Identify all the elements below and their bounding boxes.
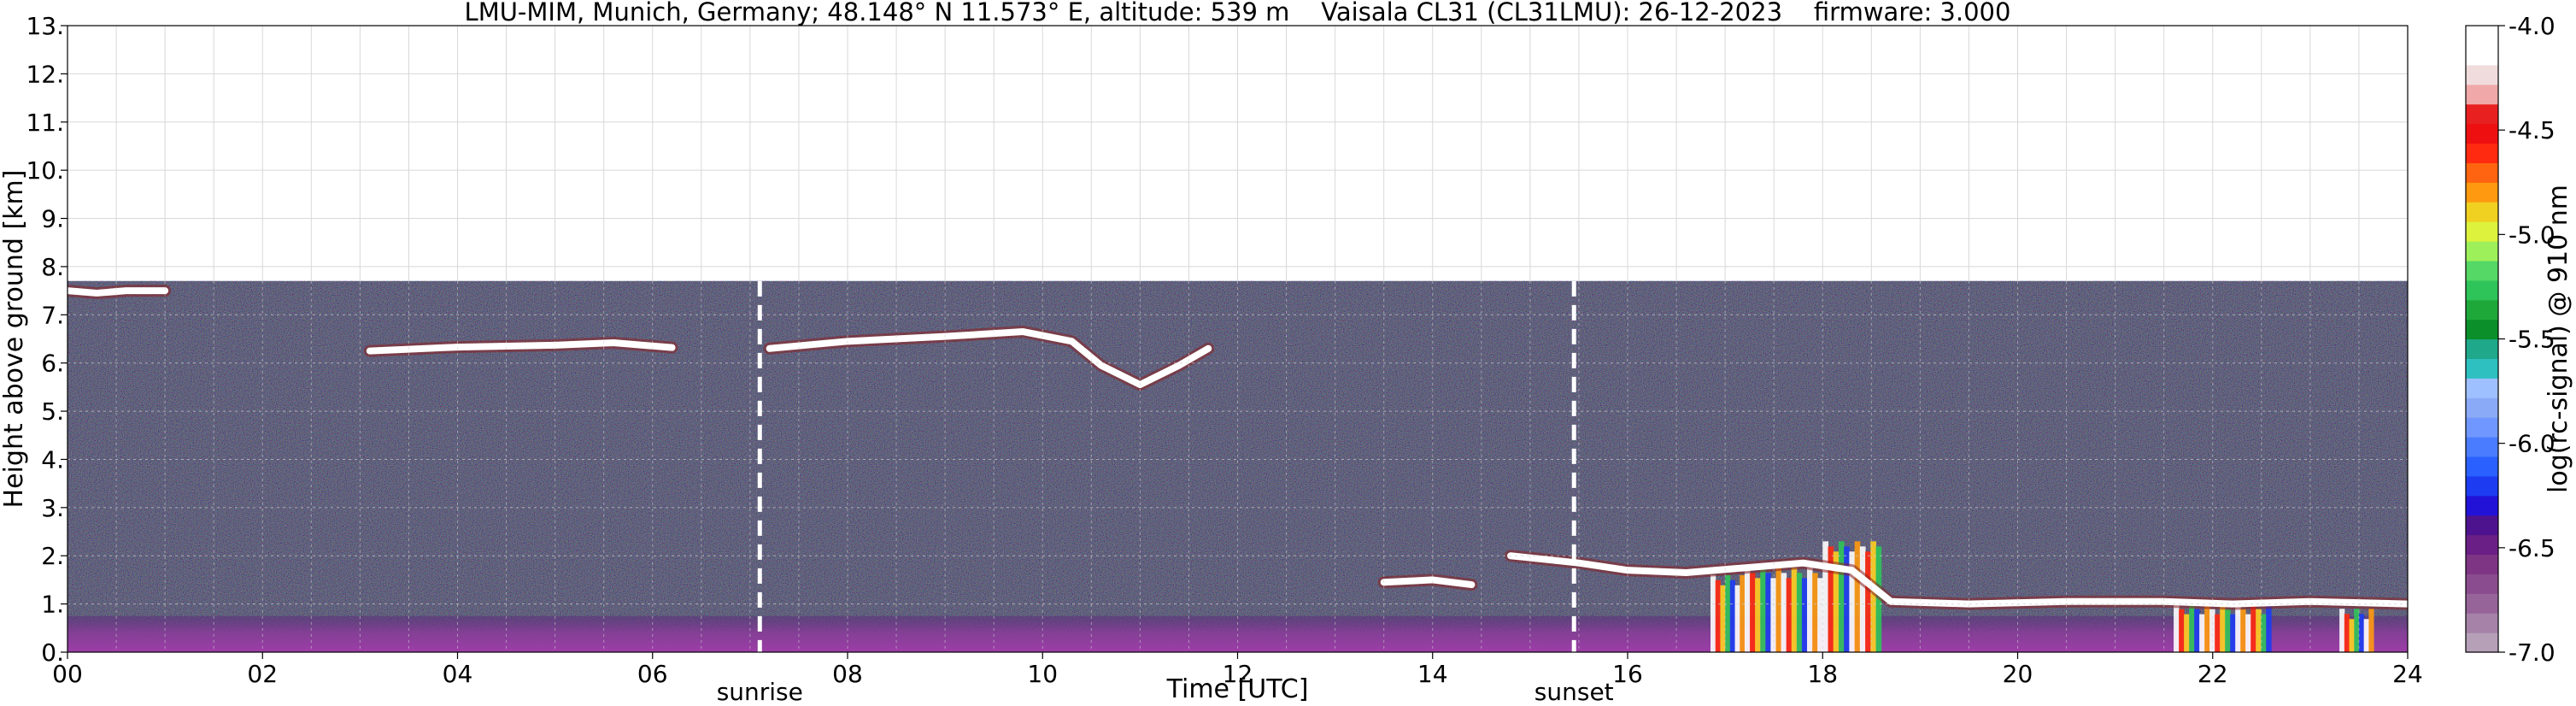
colorbar-segment: [2466, 44, 2498, 66]
colorbar-segment: [2466, 534, 2498, 556]
colorbar-label: log(rc-signal) @ 910 nm: [2544, 185, 2573, 493]
colorbar-segment: [2466, 103, 2498, 125]
x-tick-label: 12: [1223, 660, 1253, 688]
y-tick-label: 1.: [41, 591, 64, 619]
cloud-layer: [1380, 576, 1476, 589]
y-tick-label: 4.: [41, 445, 64, 474]
y-tick-label: 0.: [41, 638, 64, 667]
precip-column: [1822, 541, 1882, 652]
y-axis-label: Height above ground [km]: [0, 170, 29, 509]
colorbar-segment: [2466, 84, 2498, 105]
colorbar-segment: [2466, 397, 2498, 418]
y-tick-label: 10.: [26, 156, 64, 185]
colorbar-segment: [2466, 64, 2498, 85]
colorbar-tick-label: -5.5: [2509, 326, 2555, 354]
y-tick-label: 2.: [41, 542, 64, 570]
precip-column: [2339, 609, 2374, 652]
precip-column: [1710, 574, 1746, 652]
colorbar-segment: [2466, 240, 2498, 262]
colorbar-segment: [2466, 221, 2498, 242]
y-tick-label: 11.: [26, 109, 64, 137]
x-tick-label: 20: [2003, 660, 2033, 688]
sun-markers: sunrise sunset: [717, 280, 1614, 706]
colorbar-segment: [2466, 260, 2498, 281]
y-tick-label: 3.: [41, 494, 64, 522]
colorbar: -7.0 -6.5 -6.0 -5.5 -5.0 -4.5 -4.0: [2465, 12, 2555, 667]
cloud-layer: [766, 328, 1212, 389]
y-tick-label: 8.: [41, 253, 64, 281]
x-axis-label: Time [UTC]: [1166, 674, 1309, 704]
precip-column: [1744, 568, 1823, 652]
cloud-layer: [366, 339, 676, 355]
x-tick-label: 02: [247, 660, 278, 688]
x-tick-label: 04: [443, 660, 473, 688]
colorbar-segment: [2466, 299, 2498, 321]
x-tick-label: 16: [1612, 660, 1643, 688]
precip-column: [2174, 603, 2272, 652]
colorbar-tick-label: -6.5: [2509, 534, 2555, 562]
colorbar-segment: [2466, 162, 2498, 183]
colorbar-tick-label: -5.0: [2509, 221, 2555, 249]
x-tick-label: 08: [832, 660, 863, 688]
sunset-label: sunset: [1534, 678, 1614, 706]
colorbar-segment: [2466, 143, 2498, 163]
colorbar-segment: [2466, 632, 2498, 653]
colorbar-segment: [2466, 378, 2498, 398]
colorbar-segment: [2466, 358, 2498, 379]
chart-title: LMU-MIM, Munich, Germany; 48.148° N 11.5…: [465, 0, 2011, 26]
colorbar-tick-label: -6.0: [2509, 430, 2555, 458]
x-tick-label: 06: [637, 660, 668, 688]
colorbar-segment: [2466, 319, 2498, 340]
colorbar-segment: [2466, 437, 2498, 457]
y-tick-label: 7.: [41, 301, 64, 329]
colorbar-segment: [2466, 26, 2498, 46]
y-tick-label: 5.: [41, 397, 64, 426]
colorbar-segment: [2466, 613, 2498, 633]
y-tick-label: 9.: [41, 205, 64, 233]
colorbar-segment: [2466, 338, 2498, 360]
colorbar-segment: [2466, 279, 2498, 301]
colorbar-tick-label: -7.0: [2509, 638, 2555, 667]
x-tick-label: 10: [1027, 660, 1058, 688]
colorbar-segment: [2466, 417, 2498, 438]
colorbar-tick-label: -4.0: [2509, 12, 2555, 40]
y-tick-label: 13.: [26, 12, 64, 40]
y-axis: 0. 1. 2. 3. 4. 5. 6. 7. 8. 9. 10. 11. 12. 13.: [26, 12, 67, 667]
x-tick-label: 14: [1417, 660, 1448, 688]
colorbar-tick-label: -4.5: [2509, 116, 2555, 144]
colorbar-segment: [2466, 593, 2498, 614]
colorbar-segment: [2466, 182, 2498, 203]
colorbar-segment: [2466, 495, 2498, 516]
y-tick-label: 12.: [26, 60, 64, 88]
plot-area: sunrise sunset: [67, 25, 2409, 706]
y-tick-label: 6.: [41, 350, 64, 378]
x-tick-label: 00: [52, 660, 83, 688]
colorbar-segment: [2466, 202, 2498, 222]
sunrise-label: sunrise: [717, 678, 803, 706]
colorbar-segment: [2466, 515, 2498, 536]
x-tick-label: 18: [1807, 660, 1838, 688]
colorbar-segment: [2466, 574, 2498, 594]
x-tick-label: 22: [2198, 660, 2228, 688]
colorbar-segment: [2466, 554, 2498, 574]
colorbar-segment: [2466, 456, 2498, 477]
cloud-layer: [67, 287, 169, 297]
x-axis: 00 02 04 06 08 10 12 14 16 18 20 22 24: [52, 652, 2423, 688]
colorbar-segment: [2466, 475, 2498, 497]
x-tick-label: 24: [2392, 660, 2423, 688]
colorbar-segment: [2466, 123, 2498, 144]
